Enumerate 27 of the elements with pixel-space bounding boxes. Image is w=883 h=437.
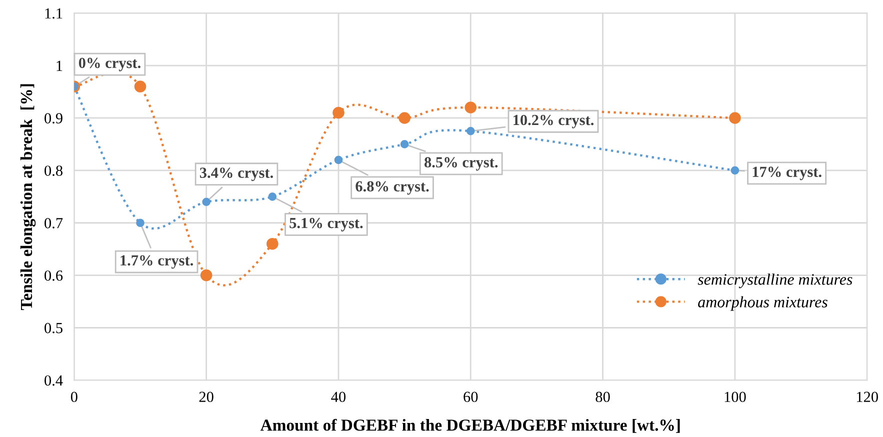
y-tick-label: 0.4	[44, 375, 63, 386]
y-tick-label: 0.8	[44, 166, 62, 176]
y-axis-title: Tensile elongation at break [%]	[20, 84, 36, 310]
x-tick-label: 120	[856, 392, 878, 402]
annotation: 1.7% cryst.	[120, 255, 193, 269]
annotation: 5.1% cryst.	[290, 218, 363, 232]
annotation: 0% cryst.	[78, 58, 140, 72]
x-tick-label: 20	[199, 392, 214, 402]
y-tick-label: 0.9	[44, 113, 62, 124]
annotation: 10.2% cryst.	[514, 114, 594, 128]
annotation: 8.5% cryst.	[424, 157, 498, 171]
x-tick-label: 60	[464, 392, 478, 402]
x-axis-title: Amount of DGEBF in the DGEBA/DGEBF mixture [wt.%]	[260, 418, 680, 433]
x-tick-label: 100	[724, 392, 746, 402]
y-tick-label: 1	[56, 60, 62, 71]
x-tick-label: 0	[70, 392, 78, 402]
x-tick-label: 80	[596, 392, 610, 402]
y-tick-label: 0.6	[44, 270, 63, 281]
annotation: 3.4% cryst.	[200, 168, 273, 182]
y-tick-label: 0.7	[44, 218, 63, 228]
x-tick-label: 40	[331, 392, 346, 402]
annotation: 17% cryst.	[752, 166, 822, 180]
legend-label: semicrystalline mixtures	[698, 274, 852, 288]
y-tick-label: 0.5	[44, 322, 62, 334]
y-tick-label: 1.1	[45, 8, 62, 19]
legend-label: amorphous mixtures	[698, 296, 828, 311]
annotation: 6.8% cryst.	[356, 181, 429, 195]
